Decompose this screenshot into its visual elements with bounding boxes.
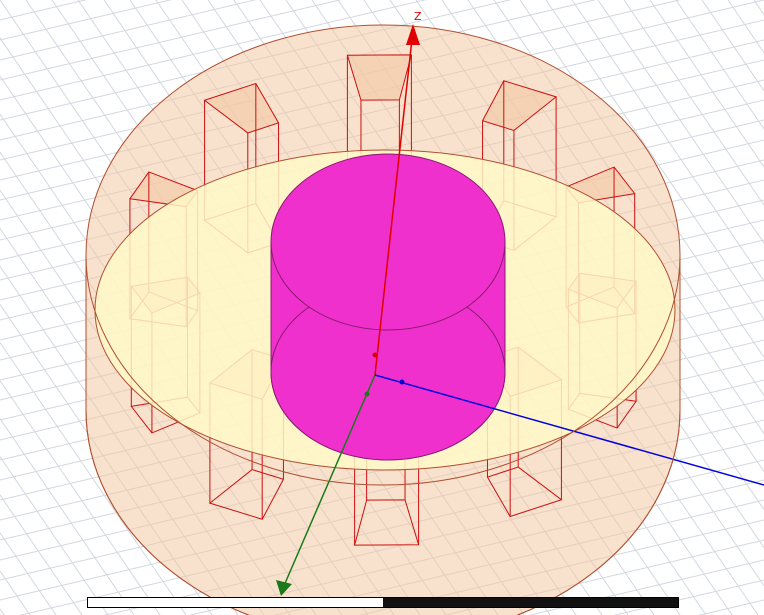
grid-line — [571, 0, 764, 283]
grid-line — [649, 0, 764, 168]
z-axis-line — [374, 29, 414, 376]
y-axis-arrow-icon — [276, 580, 292, 596]
grid-line — [545, 0, 764, 321]
grid-line — [0, 455, 109, 615]
x-axis-tick — [399, 379, 405, 385]
grid-line — [613, 579, 764, 615]
scale-bar-segment-dark — [383, 598, 678, 607]
grid-line — [0, 379, 161, 615]
scale-bar — [87, 597, 679, 608]
cylinder-top-face — [270, 153, 506, 331]
grid-line — [0, 0, 257, 61]
z-axis-label: Z — [414, 10, 422, 23]
grid-line — [0, 417, 135, 615]
grid-line — [623, 0, 764, 206]
scale-bar-segment-light — [88, 598, 383, 607]
grid-line — [528, 559, 764, 615]
z-axis-tick — [372, 352, 378, 358]
grid-line — [443, 539, 764, 615]
grid-line — [675, 0, 764, 130]
rotor-cylinder[interactable] — [270, 153, 506, 461]
grid-line — [0, 494, 83, 615]
stator-ring-front — [85, 254, 681, 615]
x-axis-line — [374, 374, 764, 486]
grid-line — [0, 0, 427, 101]
grid-line — [0, 0, 172, 41]
stator-slot — [203, 82, 280, 254]
z-axis-arrow-icon — [406, 24, 420, 45]
grid-line — [0, 570, 31, 615]
stator-bottom-front-edge — [85, 409, 681, 615]
y-axis-tick — [364, 391, 370, 397]
grid-line — [0, 0, 342, 81]
stator-top-front-edge — [85, 254, 681, 486]
